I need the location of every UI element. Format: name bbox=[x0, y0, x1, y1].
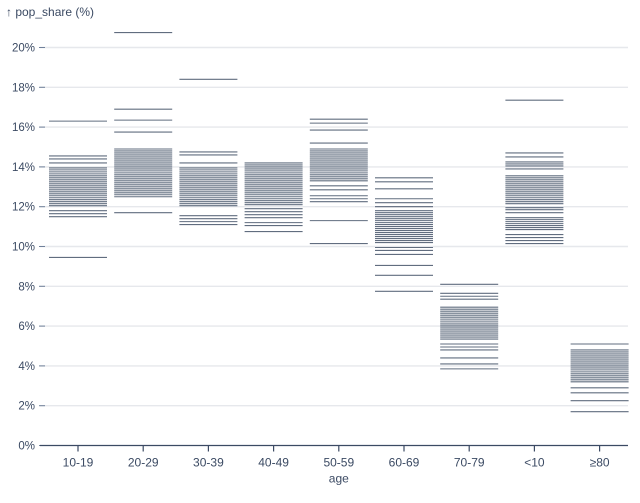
y-tick-label: 6% bbox=[18, 321, 35, 333]
chart-title: ↑ pop_share (%) bbox=[6, 5, 94, 19]
y-tick-label: 14% bbox=[12, 162, 35, 174]
x-tick-label: 50-59 bbox=[323, 456, 354, 470]
y-tick-label: 12% bbox=[12, 202, 35, 214]
tick-series-30-39 bbox=[179, 78, 238, 226]
tick-series-60-69 bbox=[375, 177, 433, 292]
x-tick-label: 30-39 bbox=[193, 456, 224, 470]
tick-series-20-29 bbox=[114, 32, 173, 214]
x-tick-label: 70-79 bbox=[454, 456, 485, 470]
x-tick-label: 10-19 bbox=[63, 456, 94, 470]
tick-series-<10 bbox=[505, 99, 564, 245]
x-tick-label: ≥80 bbox=[590, 456, 610, 470]
y-tick-label: 10% bbox=[12, 242, 35, 254]
y-tick-label: 8% bbox=[18, 281, 35, 293]
y-tick-label: 16% bbox=[12, 122, 35, 134]
y-tick-label: 4% bbox=[18, 361, 35, 373]
tick-series-50-59 bbox=[309, 118, 368, 245]
y-tick-label: 2% bbox=[18, 401, 35, 413]
tick-series-70-79 bbox=[440, 283, 499, 370]
x-tick-label: 20-29 bbox=[128, 456, 159, 470]
x-tick-label: <10 bbox=[524, 456, 545, 470]
tick-series-≥80 bbox=[570, 343, 629, 413]
x-axis-title: age bbox=[329, 472, 349, 486]
tick-series-40-49 bbox=[244, 162, 303, 233]
y-tick-label: 18% bbox=[12, 82, 35, 94]
x-tick-label: 60-69 bbox=[389, 456, 420, 470]
x-tick-label: 40-49 bbox=[258, 456, 289, 470]
y-tick-label: 0% bbox=[18, 441, 35, 453]
tick-series-10-19 bbox=[49, 120, 107, 258]
y-tick-label: 20% bbox=[12, 43, 35, 55]
